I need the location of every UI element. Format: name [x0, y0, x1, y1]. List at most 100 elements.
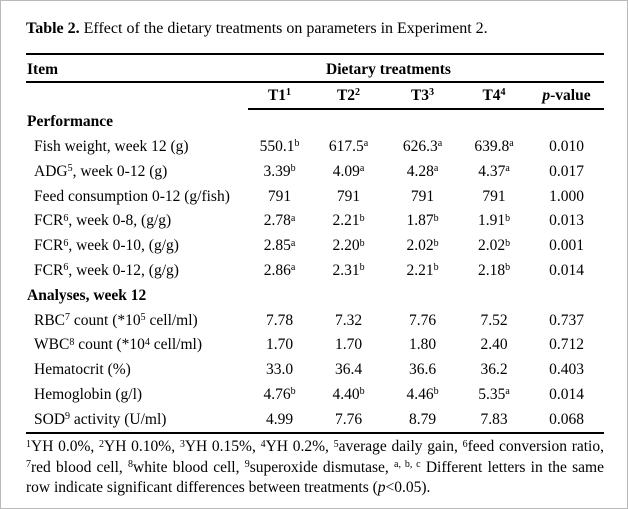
section-row-analyses-week-12: Analyses, week 12 [26, 283, 604, 308]
text-segment: <0.05). [385, 479, 431, 497]
significance-superscript: a [363, 138, 369, 150]
table-column-header-row: T11 T22 T33 T44 p-value [26, 83, 604, 108]
superscript: 8 [128, 459, 134, 471]
row-label: Analyses, week 12 [26, 287, 604, 305]
header-middle-rule [26, 81, 604, 83]
row-label: ADG5, week 0-12 (g) [26, 163, 248, 181]
p-value-cell: 0.712 [549, 336, 584, 354]
text-segment: superoxide dismutase, [249, 458, 395, 476]
column-header-dietary-treatments: Dietary treatments [326, 61, 451, 78]
table-footnote: 1YH 0.0%, 2YH 0.10%, 3YH 0.15%, 4YH 0.2%… [26, 437, 604, 499]
significance-superscript: a [505, 386, 510, 398]
table-row-adg: ADG5, week 0-12 (g) 3.39b 4.09a 4.28a 4.37a 0… [26, 159, 604, 184]
significance-superscript: a [437, 138, 443, 150]
table-row-hemoglobin: Hemoglobin (g/l) 4.76b 4.40b 4.46b 5.35a 0.01… [26, 383, 604, 408]
table-caption-text: Effect of the dietary treatments on para… [79, 20, 488, 37]
text-segment: Performance [27, 113, 114, 131]
value-cell: 4.76b [263, 385, 296, 403]
column-header-t2: T22 [311, 87, 386, 105]
table-row-fish-weight: Fish weight, week 12 (g) 550.1b 617.5a 626.… [26, 135, 604, 160]
value-cell: 2.85a [263, 237, 296, 255]
value-cell: 4.99 [265, 410, 294, 428]
p-value-cell: 0.068 [549, 410, 584, 428]
value-cell: 626.3a [402, 137, 443, 155]
superscript: 2 [99, 438, 105, 450]
significance-superscript: b [294, 138, 300, 150]
row-label: Hematocrit (%) [26, 361, 248, 379]
significance-superscript: b [359, 237, 365, 249]
significance-superscript: b [433, 386, 439, 398]
significance-superscript: b [359, 262, 365, 274]
value-cell: 2.02b [406, 237, 439, 255]
value-cell: 2.21b [332, 212, 365, 230]
table-row-fcr-week-0-8: FCR6, week 0-8, (g/g) 2.78a 2.21b 1.87b 1.91… [26, 209, 604, 234]
row-label: FCR6, week 0-8, (g/g) [26, 212, 248, 230]
value-cell: 791 [482, 187, 506, 205]
text-segment: YH 0.10%, [104, 438, 180, 456]
text-segment: Fish weight, week 12 (g) [34, 137, 189, 155]
header-bottom-rule [248, 108, 604, 110]
significance-superscript: b [359, 386, 365, 398]
text-segment: FCR [34, 237, 64, 255]
significance-superscript: b [290, 163, 296, 175]
column-header-t4: T44 [459, 87, 529, 105]
text-segment: red blood cell, [31, 458, 129, 476]
table-row-fcr-week-0-12: FCR6, week 0-12, (g/g) 2.86a 2.31b 2.21b 2.1… [26, 259, 604, 284]
value-cell: 4.09a [332, 162, 365, 180]
table-group-header-row: Item Dietary treatments [26, 55, 604, 81]
text-segment: YH 0.15%, [184, 438, 261, 456]
p-value-cell: 0.014 [549, 385, 584, 403]
text-segment: ADG [34, 162, 68, 180]
superscript: 6 [462, 438, 468, 450]
text-segment: Feed consumption 0-12 (g/fish) [34, 187, 230, 205]
table-row-feed-consumption: Feed consumption 0-12 (g/fish) 791 791 791 7… [26, 184, 604, 209]
table-caption-label: Table 2. [26, 20, 80, 37]
text-segment: count (*10 [70, 311, 141, 329]
value-cell: 617.5a [328, 137, 369, 155]
value-cell: 2.02b [477, 237, 511, 255]
column-header-t3: T33 [386, 87, 459, 105]
value-cell: 7.32 [334, 311, 363, 329]
superscript: 7 [65, 312, 71, 324]
text-segment: Hemoglobin (g/l) [34, 385, 143, 403]
significance-superscript: b [505, 237, 511, 249]
text-segment: YH 0.0%, [31, 438, 100, 456]
value-cell: 4.37a [478, 162, 510, 180]
value-cell: 4.46b [406, 385, 439, 403]
p-value-cell: 0.403 [549, 361, 584, 379]
superscript: 4 [500, 87, 506, 98]
value-cell: 7.76 [334, 410, 363, 428]
significance-superscript: b [433, 212, 439, 224]
superscript: 5 [333, 438, 339, 450]
p-value-cell: 1.000 [549, 187, 584, 205]
superscript: 3 [179, 438, 185, 450]
text-segment: YH 0.2%, [265, 438, 334, 456]
text-segment: -value [550, 86, 591, 104]
value-cell: 4.28a [406, 162, 439, 180]
value-cell: 1.87b [406, 212, 439, 230]
superscript: 6 [63, 262, 69, 274]
text-segment: T4 [482, 86, 501, 104]
text-segment: Different letters in the same row indica… [26, 458, 604, 497]
text-segment: Analyses, week 12 [27, 286, 147, 304]
value-cell: 5.35a [478, 385, 510, 403]
text-segment: T3 [410, 86, 430, 104]
value-cell: 791 [267, 187, 292, 205]
text-segment: activity (U/ml) [70, 410, 167, 428]
superscript: 7 [26, 459, 31, 471]
value-cell: 2.40 [480, 336, 508, 354]
text-segment: white blood cell, [133, 458, 245, 476]
superscript: a, b, c [394, 459, 421, 471]
superscript: 2 [355, 87, 361, 98]
value-cell: 2.21b [406, 261, 439, 279]
p-value-cell: 0.001 [549, 237, 584, 255]
column-header-item: Item [27, 61, 58, 78]
superscript: 1 [26, 438, 31, 450]
text-segment: RBC [34, 311, 66, 329]
text-segment: cell/ml) [145, 311, 198, 329]
value-cell: 791 [410, 187, 435, 205]
text-segment: , week 0-10, (g/g) [68, 237, 179, 255]
table-row-sod-activity: SOD9 activity (U/ml) 4.99 7.76 8.79 7.83 0.06… [26, 407, 604, 432]
text-segment: average daily gain, [338, 438, 463, 456]
